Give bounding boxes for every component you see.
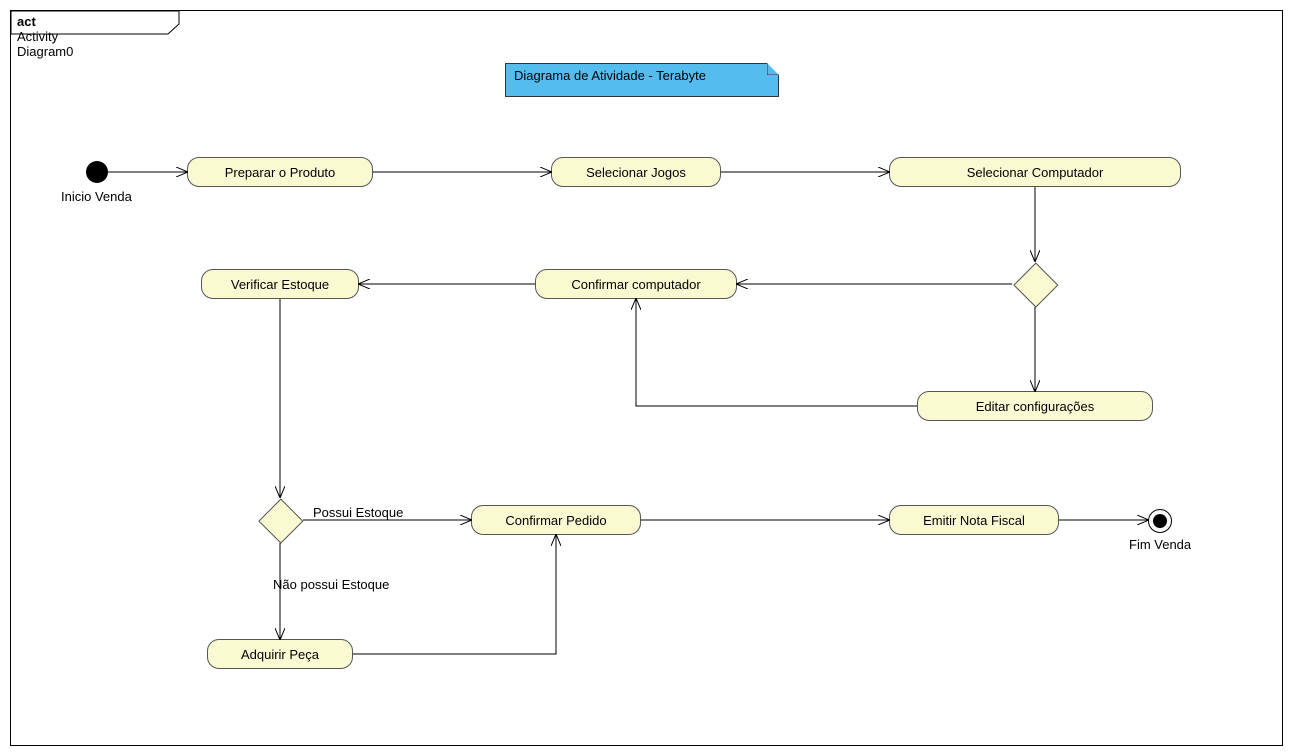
activity-confirmar-computador: Confirmar computador	[535, 269, 737, 299]
decision-computer	[1014, 263, 1059, 308]
initial-label: Inicio Venda	[61, 189, 132, 204]
final-label: Fim Venda	[1129, 537, 1191, 552]
activity-selecionar-jogos: Selecionar Jogos	[551, 157, 721, 187]
activity-confirmar-pedido: Confirmar Pedido	[471, 505, 641, 535]
frame-prefix: act	[17, 14, 36, 29]
edge-label-possui: Possui Estoque	[313, 505, 403, 520]
activity-selecionar-computador: Selecionar Computador	[889, 157, 1181, 187]
activity-adquirir-peca: Adquirir Peça	[207, 639, 353, 669]
final-node-inner	[1153, 514, 1167, 528]
diagram-title-note: Diagrama de Atividade - Terabyte	[505, 63, 779, 97]
activity-emitir-nota: Emitir Nota Fiscal	[889, 505, 1059, 535]
initial-node	[86, 161, 108, 183]
note-text: Diagrama de Atividade - Terabyte	[514, 68, 706, 83]
edges-layer	[11, 11, 1282, 745]
activity-editar-config: Editar configurações	[917, 391, 1153, 421]
decision-estoque	[259, 499, 304, 544]
frame-title: Activity Diagram0	[17, 29, 73, 59]
final-node	[1148, 509, 1172, 533]
edge-label-nao-possui: Não possui Estoque	[273, 577, 389, 592]
activity-preparar-produto: Preparar o Produto	[187, 157, 373, 187]
diagram-frame: act Activity Diagram0 Diagrama de Ativid…	[10, 10, 1283, 746]
activity-verificar-estoque: Verificar Estoque	[201, 269, 359, 299]
